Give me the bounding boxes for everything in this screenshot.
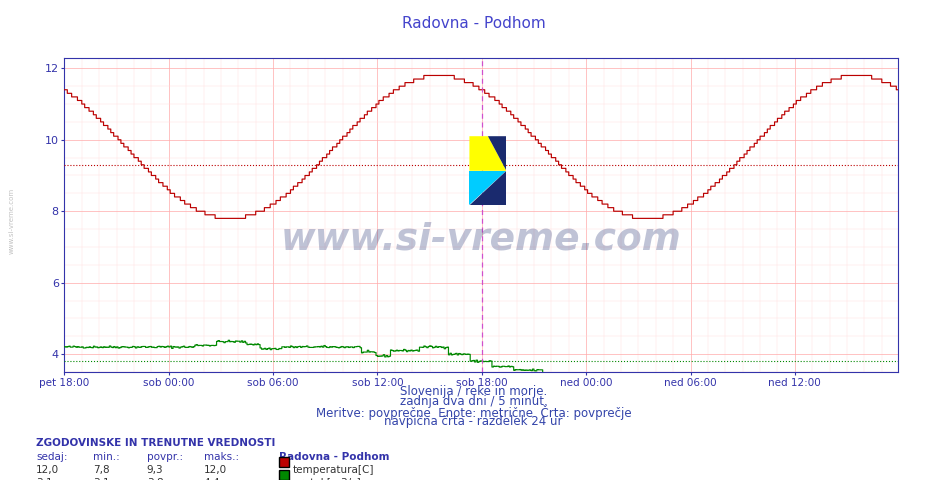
Text: 9,3: 9,3 [147,465,164,475]
Text: pretok[m3/s]: pretok[m3/s] [293,478,361,480]
Text: Slovenija / reke in morje.: Slovenija / reke in morje. [400,385,547,398]
Text: 7,8: 7,8 [93,465,110,475]
Text: 12,0: 12,0 [204,465,226,475]
Polygon shape [470,171,507,205]
Polygon shape [488,136,507,171]
Text: maks.:: maks.: [204,452,239,462]
Text: 4,4: 4,4 [204,478,221,480]
Text: ZGODOVINSKE IN TRENUTNE VREDNOSTI: ZGODOVINSKE IN TRENUTNE VREDNOSTI [36,438,276,448]
Polygon shape [470,136,507,171]
Text: temperatura[C]: temperatura[C] [293,465,374,475]
Text: sedaj:: sedaj: [36,452,67,462]
Text: 3,1: 3,1 [93,478,110,480]
Text: zadnja dva dni / 5 minut.: zadnja dva dni / 5 minut. [400,395,547,408]
Polygon shape [470,171,507,205]
Text: www.si-vreme.com: www.si-vreme.com [280,222,682,258]
Text: www.si-vreme.com: www.si-vreme.com [9,188,14,254]
Text: Radovna - Podhom: Radovna - Podhom [279,452,390,462]
Text: min.:: min.: [93,452,119,462]
Text: 3,1: 3,1 [36,478,53,480]
Text: Radovna - Podhom: Radovna - Podhom [402,16,545,31]
Text: Meritve: povprečne  Enote: metrične  Črta: povprečje: Meritve: povprečne Enote: metrične Črta:… [315,405,632,420]
Text: navpična črta - razdelek 24 ur: navpična črta - razdelek 24 ur [384,415,563,428]
Text: povpr.:: povpr.: [147,452,183,462]
Text: 12,0: 12,0 [36,465,59,475]
Text: 3,8: 3,8 [147,478,164,480]
